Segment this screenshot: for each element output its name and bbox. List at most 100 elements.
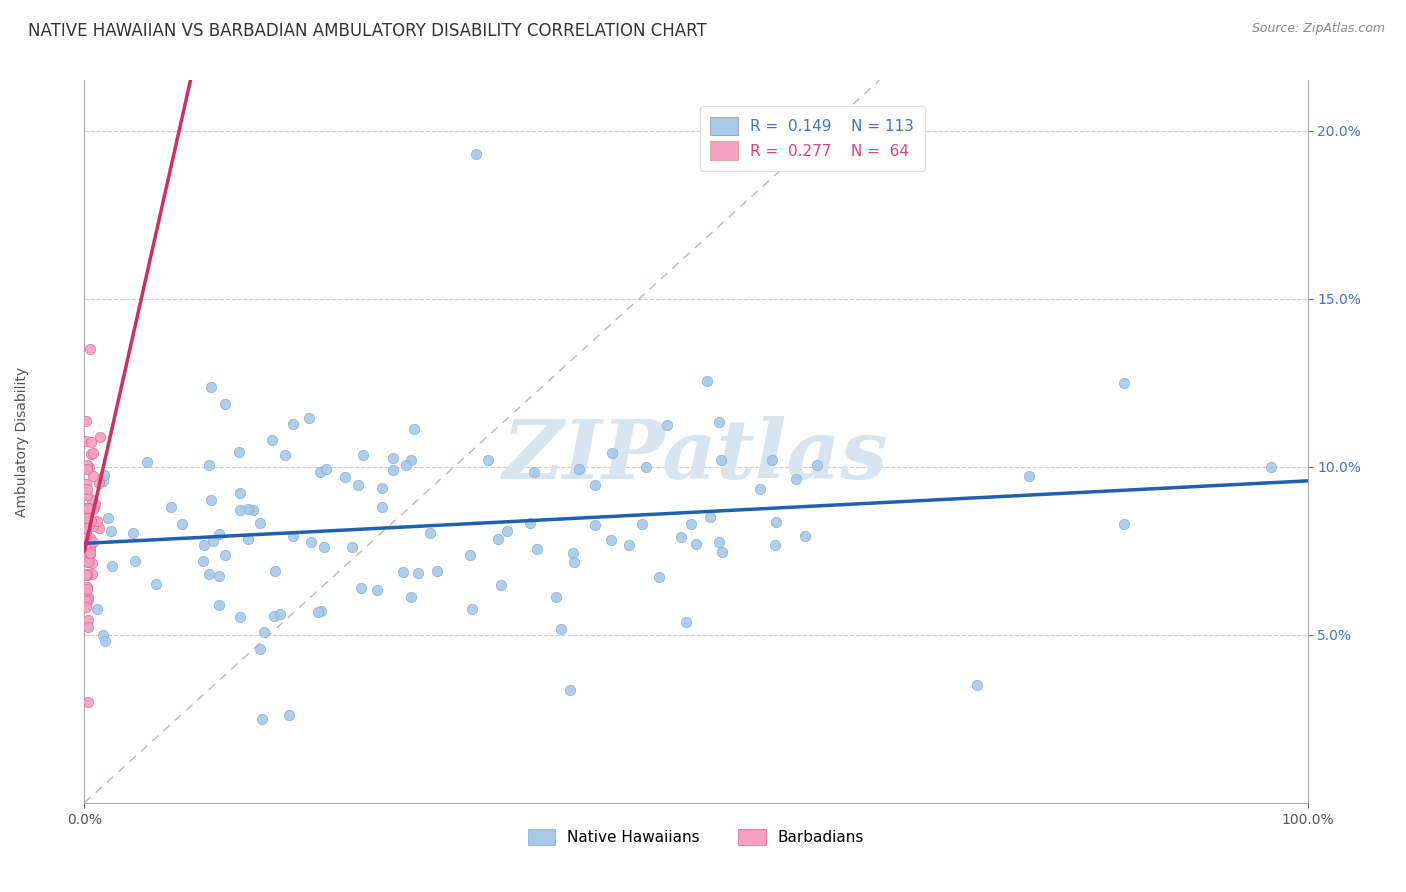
Point	[89, 430, 111, 444]
Point	[93, 468, 115, 483]
Point	[236, 502, 259, 516]
Point	[79, 547, 101, 561]
Point	[208, 598, 231, 612]
Point	[193, 538, 215, 552]
Point	[648, 570, 671, 584]
Point	[75, 507, 97, 521]
Text: ZIPatlas: ZIPatlas	[503, 416, 889, 496]
Point	[208, 569, 231, 583]
Point	[707, 534, 730, 549]
Point	[76, 488, 98, 502]
Point	[568, 462, 591, 476]
Point	[73, 551, 96, 566]
Point	[307, 605, 329, 619]
Point	[382, 451, 405, 466]
Point	[526, 541, 548, 556]
Point	[82, 446, 104, 460]
Point	[278, 708, 301, 723]
Point	[79, 531, 101, 545]
Point	[75, 600, 97, 615]
Point	[91, 628, 114, 642]
Point	[406, 566, 429, 580]
Point	[785, 472, 807, 486]
Point	[82, 502, 104, 516]
Point	[366, 583, 388, 598]
Point	[558, 683, 581, 698]
Point	[395, 458, 418, 472]
Point	[249, 642, 271, 657]
Point	[765, 515, 787, 529]
Point	[76, 619, 98, 633]
Point	[75, 500, 97, 515]
Point	[426, 564, 449, 578]
Point	[281, 417, 304, 432]
Point	[600, 446, 623, 460]
Point	[236, 533, 259, 547]
Point	[685, 537, 707, 551]
Point	[229, 485, 252, 500]
Point	[477, 453, 499, 467]
Point	[314, 540, 336, 554]
Point	[75, 521, 97, 535]
Point	[675, 615, 697, 629]
Point	[122, 526, 145, 541]
Point	[253, 625, 276, 640]
Point	[260, 434, 283, 448]
Point	[1260, 459, 1282, 474]
Point	[599, 533, 621, 547]
Point	[75, 542, 97, 557]
Point	[523, 465, 546, 479]
Point	[79, 342, 101, 356]
Point	[707, 415, 730, 429]
Point	[562, 555, 585, 569]
Point	[80, 567, 103, 582]
Point	[76, 555, 98, 569]
Point	[82, 535, 104, 549]
Point	[77, 501, 100, 516]
Point	[391, 566, 413, 580]
Point	[100, 524, 122, 538]
Point	[806, 458, 828, 473]
Point	[75, 554, 97, 568]
Point	[75, 568, 97, 582]
Point	[486, 533, 509, 547]
Point	[86, 602, 108, 616]
Point	[460, 601, 482, 615]
Point	[208, 526, 231, 541]
Point	[402, 422, 425, 436]
Point	[761, 453, 783, 467]
Point	[80, 556, 103, 570]
Point	[76, 547, 98, 561]
Point	[75, 414, 97, 428]
Point	[1112, 517, 1135, 532]
Point	[371, 500, 394, 514]
Point	[335, 470, 357, 484]
Point	[763, 538, 786, 552]
Point	[655, 417, 678, 432]
Point	[214, 397, 236, 411]
Point	[458, 548, 481, 562]
Point	[283, 529, 305, 543]
Point	[77, 555, 100, 569]
Point	[76, 555, 98, 569]
Point	[75, 476, 97, 491]
Point	[79, 514, 101, 528]
Point	[76, 511, 98, 525]
Point	[200, 380, 222, 394]
Point	[198, 566, 221, 581]
Point	[200, 492, 222, 507]
Point	[311, 604, 333, 618]
Point	[76, 614, 98, 628]
Point	[83, 497, 105, 511]
Point	[710, 453, 733, 467]
Point	[966, 678, 988, 692]
Point	[214, 549, 236, 563]
Point	[263, 608, 285, 623]
Point	[82, 469, 104, 483]
Point	[299, 534, 322, 549]
Point	[352, 448, 374, 462]
Point	[93, 633, 115, 648]
Point	[228, 610, 250, 624]
Point	[370, 481, 392, 495]
Point	[681, 517, 703, 532]
